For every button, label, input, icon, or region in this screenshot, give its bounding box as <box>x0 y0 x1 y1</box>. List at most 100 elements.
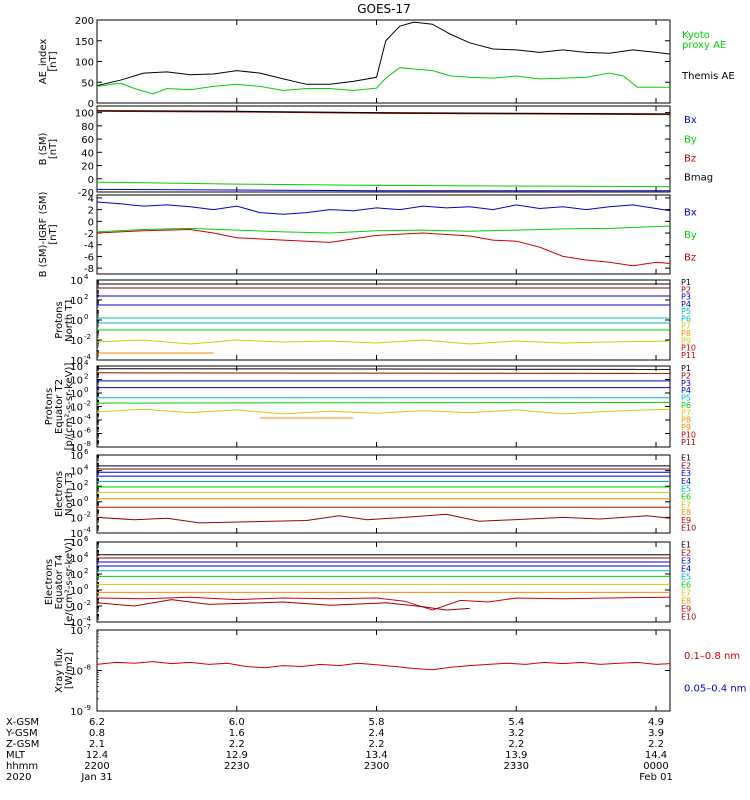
legend-entry: E3 <box>681 557 691 566</box>
legend-entry: E4 <box>681 477 691 486</box>
series-bz <box>97 228 670 267</box>
time-row-value: 1.6 <box>229 728 245 739</box>
legend-entry: P11 <box>681 438 696 447</box>
time-row-value: 2300 <box>364 761 389 772</box>
time-row-value: 12.4 <box>86 750 108 761</box>
y-tick-exponent: 2 <box>84 567 88 575</box>
legend-entry: 0.1–0.8 nm <box>684 651 740 662</box>
legend-entry: P1 <box>681 364 691 373</box>
y-axis-label: [nT] <box>48 51 59 71</box>
y-tick-exponent: 4 <box>84 464 89 472</box>
y-tick-label: 10 <box>70 416 83 427</box>
y-tick-exponent: -2 <box>84 400 91 408</box>
y-tick-label: 10 <box>70 376 83 387</box>
y-tick-exponent: 0 <box>84 495 88 503</box>
legend-entry: E5 <box>681 485 691 494</box>
y-tick-exponent: 4 <box>84 273 89 281</box>
series-group <box>97 368 670 419</box>
y-tick-label: 4 <box>88 194 94 205</box>
legend-entry: P8 <box>681 416 691 425</box>
y-axis-label: B (SM) <box>38 132 49 165</box>
y-tick-label: 10 <box>70 538 83 549</box>
legend-entry: E1 <box>681 541 691 550</box>
legend-entry: By <box>684 134 697 145</box>
y-tick-exponent: -8 <box>84 664 91 672</box>
y-axis-label: North T1 <box>64 298 75 342</box>
legend-entry: By <box>684 230 697 241</box>
time-row-value: 5.8 <box>369 717 385 728</box>
legend-entry: E8 <box>681 597 691 606</box>
legend-entry: P3 <box>681 379 691 388</box>
y-tick-exponent: -2 <box>84 510 91 518</box>
y-tick-label: 10 <box>70 618 83 629</box>
legend-entry: P10 <box>681 344 696 353</box>
y-tick-label: 40 <box>81 148 94 159</box>
legend-entry: Kyoto <box>682 30 710 41</box>
legend-entry: P5 <box>681 307 691 316</box>
y-tick-exponent: 0 <box>84 386 88 394</box>
y-tick-label: 10 <box>70 513 83 524</box>
time-row-value: Jan 31 <box>80 772 112 783</box>
time-row-value: 14.4 <box>645 750 667 761</box>
y-axis-label: [p/(cm²-s-sr-keV)] <box>64 363 75 451</box>
legend-entry: P4 <box>681 300 691 309</box>
series-0-1-0-8-nm <box>97 661 670 671</box>
time-row-value: 0.8 <box>89 728 105 739</box>
series-bz <box>97 110 670 116</box>
y-tick-label: 10 <box>70 276 83 287</box>
y-tick-exponent: 6 <box>84 448 89 456</box>
time-row-value: 2200 <box>84 761 109 772</box>
y-tick-exponent: -4 <box>84 615 92 623</box>
chart-title: GOES-17 <box>357 2 411 16</box>
time-row-value: 2.2 <box>369 739 385 750</box>
y-tick-label: 50 <box>81 78 94 89</box>
y-tick-label: 200 <box>75 16 94 27</box>
legend-entry: P5 <box>681 394 691 403</box>
y-tick-label: -20 <box>78 188 94 199</box>
y-tick-label: 100 <box>75 58 94 69</box>
legend-entry: Bmag <box>684 173 713 184</box>
y-tick-label: 10 <box>70 626 83 637</box>
time-row-value: 0000 <box>643 761 668 772</box>
y-tick-label: 10 <box>70 430 83 441</box>
legend-entry: E6 <box>681 492 691 501</box>
y-tick-label: 10 <box>70 602 83 613</box>
y-axis-label: Equator T2 <box>54 379 65 434</box>
y-tick-exponent: -9 <box>84 704 91 712</box>
y-tick-label: 10 <box>70 667 83 678</box>
time-row-value: 6.2 <box>89 717 105 728</box>
y-tick-label: 150 <box>75 37 94 48</box>
time-row-value: 3.2 <box>508 728 524 739</box>
legend-entry: P7 <box>681 408 691 417</box>
series-p7 <box>97 408 670 415</box>
panel-frame <box>96 105 671 193</box>
y-axis-label: [nT] <box>48 224 59 244</box>
series-group <box>97 283 670 354</box>
time-row-label: X-GSM <box>6 717 39 728</box>
y-axis-label: Electrons <box>54 471 65 517</box>
y-tick-label: 10 <box>70 498 83 509</box>
panel-frame <box>96 279 671 361</box>
time-row-value: 12.9 <box>226 750 248 761</box>
y-axis-label: AE_index <box>38 39 49 85</box>
legend-entry: Bz <box>684 252 696 263</box>
y-tick-exponent: -4 <box>84 353 92 361</box>
series-p8 <box>97 339 670 345</box>
time-row-label: Y-GSM <box>5 728 38 739</box>
y-tick-label: 60 <box>81 135 94 146</box>
y-tick-exponent: 0 <box>84 583 88 591</box>
y-tick-exponent: 2 <box>84 293 88 301</box>
legend-entry: P6 <box>681 401 691 410</box>
series-themis-ae <box>97 21 670 87</box>
y-tick-label: 10 <box>70 316 83 327</box>
time-row-label: MLT <box>6 750 26 761</box>
legend-entry: P10 <box>681 430 696 439</box>
legend-entry: Themis AE <box>681 71 735 82</box>
series-p6 <box>97 401 670 404</box>
legend-entry: P7 <box>681 322 691 331</box>
y-tick-exponent: -4 <box>84 526 92 534</box>
